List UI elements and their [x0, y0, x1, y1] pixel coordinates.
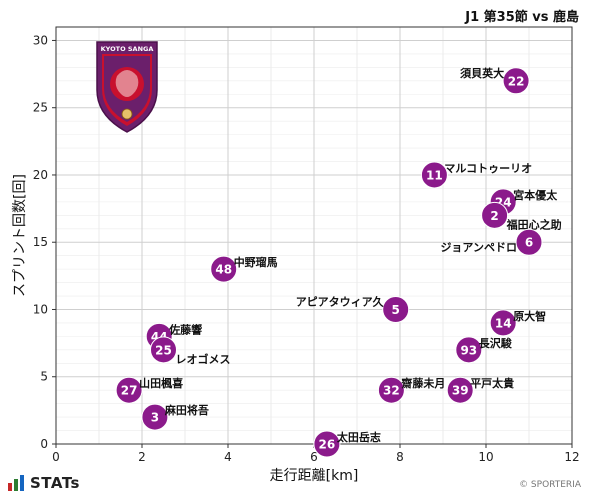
point-marker [382, 295, 410, 323]
stats-logo: STATs [8, 474, 80, 492]
point-name-label: 山田楓喜 [139, 376, 183, 390]
point-number: 39 [452, 384, 469, 398]
player-point: 3 麻田将吾 [141, 403, 209, 431]
point-name-label: 佐藤響 [168, 322, 202, 336]
point-number: 32 [383, 384, 400, 398]
player-point: 2 福田心之助 [481, 201, 562, 231]
point-marker [481, 201, 509, 229]
point-marker [489, 309, 517, 337]
copyright-credit: © SPORTERIA [519, 480, 581, 490]
point-marker [150, 336, 177, 364]
x-tick-label: 8 [396, 450, 404, 464]
page-title: J1 第35節 vs 鹿島 [465, 10, 579, 25]
player-point: 27 山田楓喜 [115, 376, 183, 404]
player-point: 5 アピアタウィア久 [296, 294, 410, 323]
player-point: 25 レオゴメス [150, 336, 231, 366]
point-marker [210, 255, 238, 283]
point-number: 11 [426, 168, 443, 182]
point-name-label: 福田心之助 [506, 217, 562, 231]
player-point: 22 須貝英大 [459, 66, 530, 95]
point-marker [141, 403, 169, 431]
x-axis-label: 走行距離[km] [270, 467, 359, 484]
point-name-label: 須貝英大 [459, 66, 504, 80]
point-name-label: ジョアンペドロ [440, 241, 517, 254]
point-name-label: マルコトゥーリオ [444, 162, 532, 175]
player-point: 14 原大智 [489, 309, 546, 337]
point-marker [446, 376, 474, 404]
point-number: 27 [121, 384, 138, 398]
point-marker [420, 161, 448, 189]
stats-bar-icon [14, 479, 18, 491]
point-marker [377, 376, 405, 404]
point-number: 14 [495, 316, 512, 330]
point-name-label: 長沢駿 [479, 336, 513, 350]
point-marker [115, 376, 143, 404]
point-number: 48 [215, 263, 232, 277]
y-tick-label: 0 [40, 437, 48, 451]
point-number: 26 [319, 438, 336, 452]
point-marker [502, 67, 530, 95]
y-tick-label: 30 [33, 33, 48, 47]
player-point: 26 太田岳志 [313, 430, 381, 458]
player-point: 48 中野瑠馬 [210, 255, 278, 283]
point-name-label: アピアタウィア久 [296, 294, 385, 308]
stats-logo-text: STATs [30, 474, 80, 492]
point-marker [515, 228, 543, 256]
point-number: 22 [508, 74, 525, 88]
point-name-label: 平戸太貴 [470, 376, 514, 390]
y-tick-label: 25 [33, 101, 48, 115]
x-tick-label: 6 [310, 450, 318, 464]
point-name-label: レオゴメス [176, 352, 231, 366]
plot-layer: 0 2 4 6 8 10 12051015202530走行距離[km]スプリント回数[回]2… [12, 26, 580, 484]
point-name-label: 宮本優太 [513, 188, 558, 202]
point-name-label: 齋藤未月 [400, 376, 445, 390]
point-number: 93 [460, 343, 477, 357]
point-number: 3 [151, 411, 159, 425]
point-name-label: 中野瑠馬 [234, 255, 278, 269]
kyoto-sanga-crest: KYOTO SANGA [96, 41, 158, 133]
point-name-label: 麻田将吾 [164, 403, 209, 417]
x-tick-label: 4 [224, 450, 232, 464]
point-number: 2 [490, 209, 498, 223]
y-tick-label: 5 [40, 370, 48, 384]
player-point: 11 マルコトゥーリオ [420, 161, 532, 189]
player-point: 39 平戸太貴 [446, 376, 514, 404]
y-tick-label: 10 [33, 302, 48, 316]
player-point: 93 長沢駿 [455, 336, 513, 364]
point-number: 6 [525, 236, 533, 250]
point-marker [455, 336, 483, 364]
point-name-label: 太田岳志 [336, 430, 381, 444]
y-axis-label: スプリント回数[回] [12, 174, 28, 297]
point-name-label: 原大智 [513, 309, 546, 323]
x-tick-label: 0 [52, 450, 60, 464]
x-tick-label: 12 [564, 450, 579, 464]
point-number: 5 [392, 303, 400, 317]
player-point: 32 齋藤未月 [377, 376, 445, 404]
x-tick-label: 2 [138, 450, 146, 464]
x-tick-label: 10 [478, 450, 493, 464]
point-marker [313, 430, 341, 458]
y-tick-label: 20 [33, 168, 48, 182]
stats-bar-icon [20, 475, 24, 491]
y-tick-label: 15 [33, 235, 48, 249]
player-point: 6 ジョアンペドロ [440, 228, 543, 256]
point-number: 25 [155, 343, 172, 357]
crest-text: KYOTO SANGA [101, 45, 154, 53]
stats-bar-icon [8, 483, 12, 491]
